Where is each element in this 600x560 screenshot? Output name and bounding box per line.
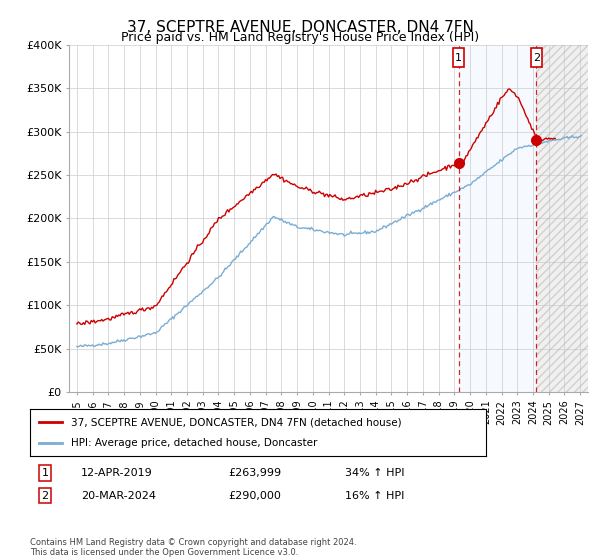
Text: 12-APR-2019: 12-APR-2019 bbox=[81, 468, 153, 478]
Text: HPI: Average price, detached house, Doncaster: HPI: Average price, detached house, Donc… bbox=[71, 438, 317, 448]
Text: £263,999: £263,999 bbox=[228, 468, 281, 478]
Text: £290,000: £290,000 bbox=[228, 491, 281, 501]
Text: 2: 2 bbox=[41, 491, 49, 501]
FancyBboxPatch shape bbox=[453, 48, 464, 67]
Text: Contains HM Land Registry data © Crown copyright and database right 2024.
This d: Contains HM Land Registry data © Crown c… bbox=[30, 538, 356, 557]
Text: 1: 1 bbox=[41, 468, 49, 478]
Bar bbox=[459, 45, 536, 392]
Text: 34% ↑ HPI: 34% ↑ HPI bbox=[345, 468, 404, 478]
Text: 1: 1 bbox=[455, 53, 462, 63]
Text: Price paid vs. HM Land Registry's House Price Index (HPI): Price paid vs. HM Land Registry's House … bbox=[121, 31, 479, 44]
Text: 37, SCEPTRE AVENUE, DONCASTER, DN4 7FN: 37, SCEPTRE AVENUE, DONCASTER, DN4 7FN bbox=[127, 20, 473, 35]
Text: 16% ↑ HPI: 16% ↑ HPI bbox=[345, 491, 404, 501]
Bar bbox=[536, 45, 588, 392]
Text: 37, SCEPTRE AVENUE, DONCASTER, DN4 7FN (detached house): 37, SCEPTRE AVENUE, DONCASTER, DN4 7FN (… bbox=[71, 417, 401, 427]
Text: 20-MAR-2024: 20-MAR-2024 bbox=[81, 491, 156, 501]
FancyBboxPatch shape bbox=[531, 48, 542, 67]
Bar bbox=[536, 45, 588, 392]
Text: 2: 2 bbox=[533, 53, 540, 63]
